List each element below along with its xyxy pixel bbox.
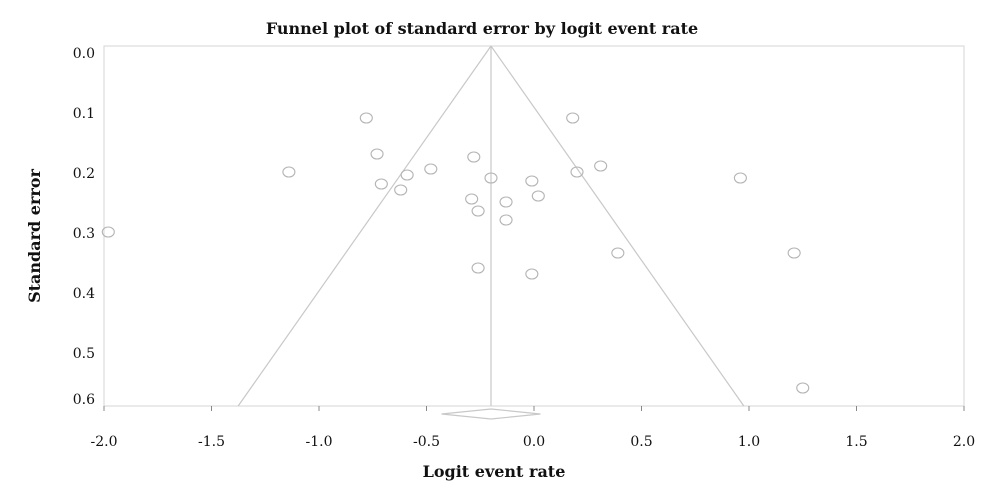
x-tick-label: 0.5: [630, 434, 652, 450]
study-point: [101, 226, 115, 238]
plot-area-frame: [103, 45, 965, 407]
y-tick-label: 0.0: [73, 46, 95, 62]
y-tick-label: 0.4: [73, 286, 95, 302]
y-tick-label: 0.2: [73, 166, 95, 182]
x-axis-ticks: -2.0 -1.5 -1.0 -0.5 0.0 0.5 1.0 1.5 2.0: [91, 406, 975, 450]
y-tick-label: 0.6: [73, 392, 95, 408]
study-point: [374, 178, 388, 190]
y-tick-label: 0.1: [73, 106, 95, 122]
chart-title: Funnel plot of standard error by logit e…: [266, 19, 698, 38]
y-tick-label: 0.5: [73, 346, 95, 362]
study-point: [465, 193, 479, 205]
study-point: [400, 169, 414, 181]
study-point: [566, 112, 580, 124]
data-points: [101, 112, 810, 394]
x-tick-label: -1.0: [306, 434, 333, 450]
funnel-left-limit: [237, 45, 492, 407]
study-point: [570, 166, 584, 178]
study-point: [359, 112, 373, 124]
study-point: [424, 163, 438, 175]
y-axis-ticks: 0.0 0.1 0.2 0.3 0.4 0.5 0.6: [73, 46, 95, 408]
study-point: [531, 190, 545, 202]
x-tick-label: 1.0: [738, 434, 760, 450]
study-point: [525, 175, 539, 187]
study-point: [733, 172, 747, 184]
study-point: [611, 247, 625, 259]
x-tick-label: -2.0: [91, 434, 118, 450]
study-point: [282, 166, 296, 178]
study-point: [787, 247, 801, 259]
x-tick-label: -0.5: [413, 434, 440, 450]
x-tick-label: -1.5: [198, 434, 225, 450]
study-point: [370, 148, 384, 160]
y-tick-label: 0.3: [73, 226, 95, 242]
study-point: [594, 160, 608, 172]
x-tick-label: 0.0: [523, 434, 545, 450]
study-point: [471, 262, 485, 274]
study-point: [484, 172, 498, 184]
x-tick-label: 1.5: [845, 434, 867, 450]
funnel-right-limit: [490, 45, 745, 407]
study-point: [499, 196, 513, 208]
study-point: [525, 268, 539, 280]
x-tick-label: 2.0: [953, 434, 975, 450]
x-axis-label: Logit event rate: [423, 462, 566, 481]
study-point: [394, 184, 408, 196]
funnel-lines: [237, 45, 745, 420]
study-point: [499, 214, 513, 226]
study-point: [467, 151, 481, 163]
y-axis-label: Standard error: [25, 169, 44, 303]
study-point: [796, 382, 810, 394]
summary-diamond: [441, 408, 541, 420]
study-point: [471, 205, 485, 217]
